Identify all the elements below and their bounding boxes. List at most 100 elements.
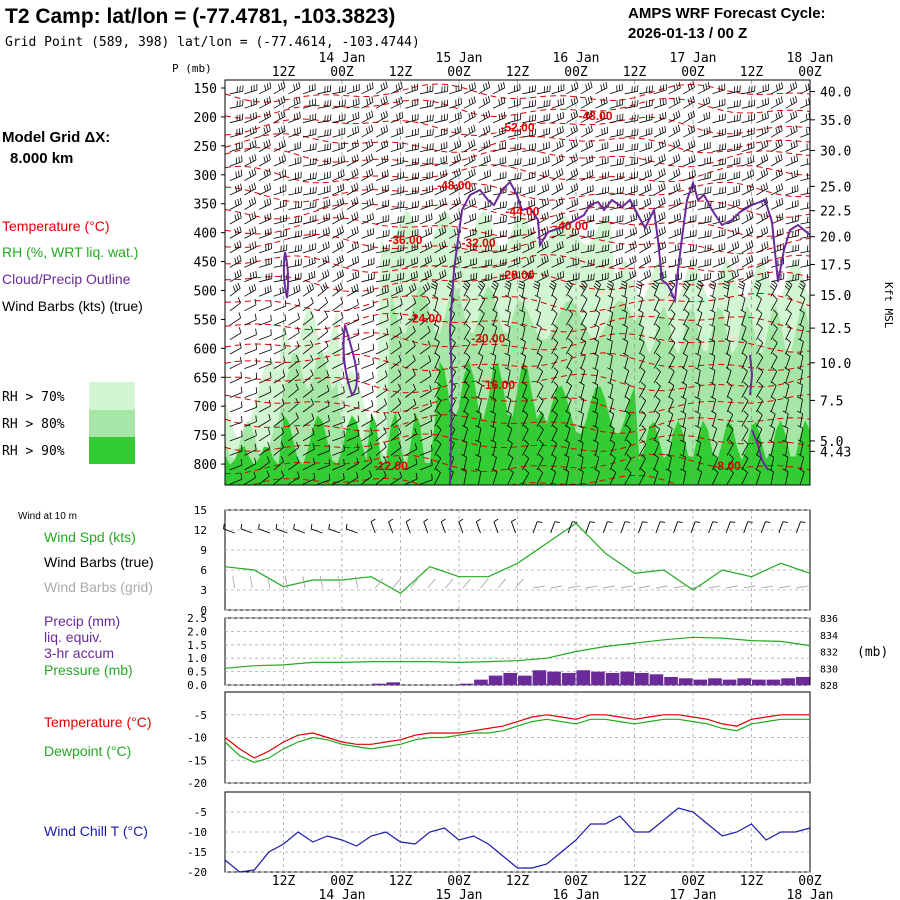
temp-panel-temp-label: Temperature (°C) <box>44 714 152 730</box>
wind-barb <box>419 114 434 124</box>
temp-contour <box>225 200 810 220</box>
wind-barb <box>741 226 754 239</box>
grid-wind-barb <box>568 585 581 589</box>
wind-barb <box>668 82 681 95</box>
panel-ytick-label: 2.0 <box>187 625 207 638</box>
wind-barb <box>566 242 579 254</box>
wind-barb <box>317 269 330 283</box>
wind-barb <box>580 309 588 326</box>
wind-barb <box>536 396 544 413</box>
wind-barb <box>288 201 302 210</box>
wind-barb <box>551 226 564 239</box>
wind-barb <box>639 439 647 456</box>
wind-barb <box>697 258 712 268</box>
wind-barb <box>534 294 541 311</box>
rh70-swatch <box>89 382 135 410</box>
wind-barb <box>609 242 623 254</box>
temp-contour <box>225 116 810 137</box>
wind-barb <box>244 443 257 456</box>
wind-barb <box>390 272 404 283</box>
pressure-tick-label: 800 <box>194 458 217 473</box>
kft-tick-label: 35.0 <box>820 114 851 129</box>
upper-wind-barbs <box>229 81 810 485</box>
wind-barb <box>770 212 784 225</box>
wind-barb <box>273 300 287 312</box>
legend-temperature: Temperature (°C) <box>2 218 110 234</box>
wind-barb <box>639 113 653 124</box>
wind-barb <box>727 99 741 109</box>
surface-wind-barb <box>370 518 376 534</box>
wind-barb <box>390 81 403 95</box>
wind-barb <box>665 454 672 470</box>
wind-barb <box>712 453 719 471</box>
wind-barb <box>273 81 286 95</box>
wind-barb <box>784 367 790 384</box>
wind-barb <box>566 82 579 95</box>
wind-barb <box>595 82 608 95</box>
wind-barb <box>563 454 570 470</box>
wind-barb <box>579 280 588 297</box>
wind-barb <box>551 294 558 311</box>
wind-barb <box>639 468 646 485</box>
wind-barb <box>432 294 439 311</box>
wind-barb <box>317 85 332 95</box>
wind-barb <box>770 338 778 355</box>
kft-tick-label: 25.0 <box>820 180 851 195</box>
wind-barb <box>653 396 661 413</box>
wind-barb <box>565 280 573 297</box>
grid-wind-barb <box>355 576 359 589</box>
wind-barb <box>725 367 732 384</box>
wind-barb <box>682 280 691 297</box>
wind-barb <box>244 139 257 152</box>
wind-barb <box>624 395 631 413</box>
xs-axes: 150 200 250 300 350 400 450 500 550 600 650 700 750 8… <box>194 82 852 473</box>
wind-barb <box>741 410 749 427</box>
wind-barb <box>244 211 257 225</box>
surface-wind-barb <box>690 521 701 534</box>
wind-barb <box>375 154 389 167</box>
wind-barb <box>332 141 345 152</box>
wind-barb <box>434 338 440 355</box>
wind-barb <box>696 323 702 340</box>
wind-barb <box>722 280 730 297</box>
wind-barb <box>273 214 287 225</box>
hour-label: 12Z <box>623 65 647 80</box>
wind-barb <box>288 230 303 239</box>
wind-barb <box>505 396 512 413</box>
wind-barb <box>332 312 344 326</box>
wind-barb <box>478 259 493 268</box>
wind-barb <box>461 454 468 470</box>
wind-barb <box>712 172 727 181</box>
wind-barb <box>332 240 344 254</box>
wind-barb <box>507 229 521 239</box>
grid-wind-barb <box>427 578 436 589</box>
grid-wind-barb <box>603 585 616 589</box>
wind-barb <box>492 126 506 138</box>
wind-barb <box>712 242 726 254</box>
wind-barb <box>405 413 417 427</box>
wind-barb <box>566 198 579 210</box>
wind-barb <box>594 309 601 326</box>
wind-barb <box>785 323 792 340</box>
wind-barb <box>522 439 529 456</box>
wind-barb <box>741 338 747 355</box>
wind-barb <box>741 439 749 456</box>
wind-barb <box>533 280 541 297</box>
wind-barb <box>317 255 330 268</box>
day-label: 15 Jan <box>436 888 483 900</box>
wind-barb <box>490 439 497 456</box>
wind-barbs-true-label: Wind Barbs (true) <box>44 554 154 570</box>
wind-barb <box>536 367 544 384</box>
wind-barb <box>361 139 374 152</box>
wind-barb <box>610 128 624 138</box>
wind-barb <box>609 270 623 283</box>
precip-bar <box>503 672 517 685</box>
wind-barb <box>770 82 784 95</box>
wind-barb <box>536 127 550 138</box>
wind-barbs-grid-label: Wind Barbs (grid) <box>44 579 153 595</box>
wind-barb <box>434 439 442 456</box>
wind-barb <box>361 371 374 384</box>
wind-barb <box>229 226 242 239</box>
wind-barb <box>683 125 696 138</box>
wind-barb <box>475 468 482 485</box>
